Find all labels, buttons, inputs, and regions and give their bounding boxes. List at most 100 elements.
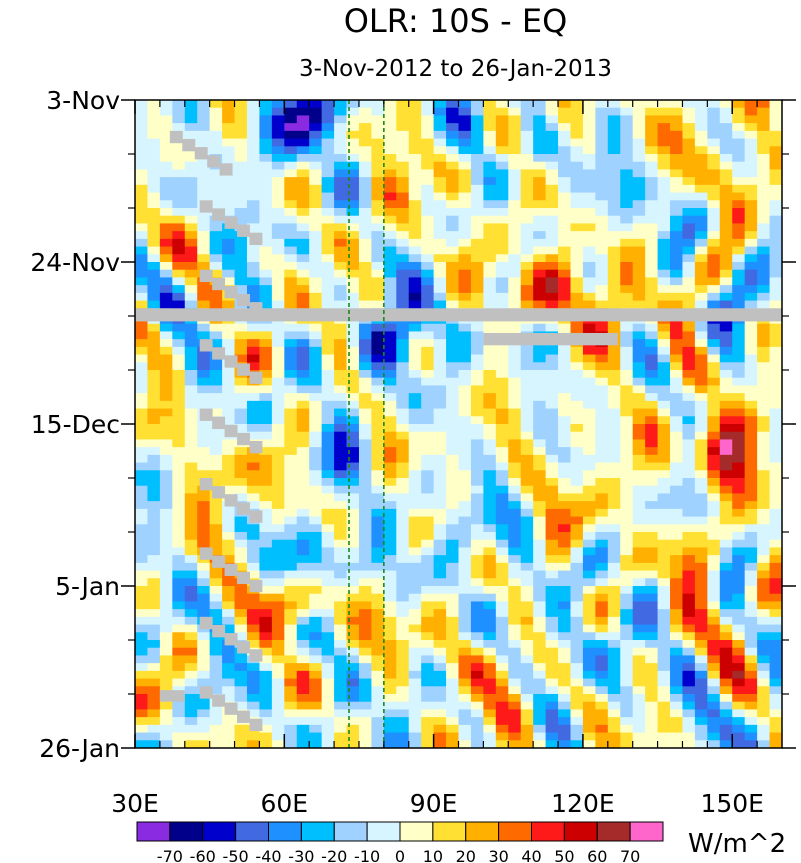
heatmap-cell [645, 555, 659, 564]
heatmap-cell [147, 624, 161, 633]
heatmap-cell [135, 292, 149, 302]
heatmap-cell [744, 478, 758, 487]
heatmap-cell [570, 238, 584, 248]
heatmap-cell [421, 370, 435, 379]
heatmap-cell [284, 539, 298, 549]
heatmap-cell [246, 277, 261, 286]
heatmap-cell [570, 601, 584, 610]
heatmap-cell [744, 724, 758, 734]
heatmap-cell [334, 532, 348, 541]
heatmap-cell [757, 123, 771, 132]
heatmap-cell [147, 647, 161, 657]
colorbar: -70 -60 -50 -40 -30 -20 -10 0 10 20 30 40 50 60 70 [136, 821, 664, 863]
heatmap-cell [309, 385, 323, 394]
heatmap-cell [358, 547, 372, 556]
heatmap-cell [184, 416, 198, 425]
heatmap-cell [446, 647, 460, 657]
heatmap-cell [135, 578, 149, 587]
heatmap-cell [184, 632, 198, 641]
heatmap-cell [284, 277, 298, 286]
heatmap-cell [246, 470, 261, 479]
heatmap-cell [334, 609, 348, 618]
heatmap-cell [769, 154, 782, 163]
heatmap-cell [271, 501, 285, 510]
heatmap-cell [271, 246, 285, 255]
heatmap-cell [458, 678, 472, 687]
heatmap-cell [744, 393, 758, 402]
heatmap-cell [520, 254, 534, 263]
heatmap-cell [719, 454, 733, 464]
heatmap-cell [135, 400, 149, 410]
heatmap-cell [334, 717, 348, 726]
heatmap-cell [558, 478, 572, 487]
heatmap-cell [694, 269, 708, 279]
heatmap-cell [408, 323, 422, 333]
heatmap-cell [296, 601, 310, 610]
heatmap-cell [670, 169, 684, 178]
heatmap-cell [222, 123, 236, 132]
heatmap-cell [184, 732, 198, 741]
heatmap-cell [433, 246, 447, 255]
heatmap-cell [346, 223, 360, 232]
heatmap-cell [309, 161, 323, 171]
heatmap-cell [732, 439, 746, 448]
heatmap-cell [508, 609, 522, 618]
heatmap-cell [184, 454, 198, 464]
heatmap-cell [582, 732, 596, 741]
heatmap-cell [632, 640, 646, 649]
heatmap-cell [296, 647, 310, 657]
heatmap-cell [645, 346, 659, 356]
heatmap-cell [483, 377, 497, 387]
heatmap-cell [470, 238, 484, 248]
heatmap-cell [520, 154, 534, 163]
heatmap-cell [383, 107, 397, 117]
heatmap-cell [533, 694, 547, 703]
heatmap-cell [222, 454, 236, 464]
heatmap-cell [595, 470, 609, 479]
heatmap-cell [147, 146, 161, 155]
heatmap-cell [222, 300, 236, 309]
heatmap-cell [495, 570, 509, 579]
heatmap-cell [458, 539, 472, 549]
heatmap-cell [446, 408, 460, 417]
heatmap-cell [396, 493, 410, 502]
heatmap-cell [520, 586, 534, 595]
heatmap-cell [159, 601, 173, 610]
heatmap-cell [259, 709, 273, 718]
heatmap-cell [632, 408, 646, 417]
heatmap-cell [632, 670, 646, 680]
heatmap-cell [744, 231, 758, 240]
heatmap-cell [234, 192, 248, 201]
colorbar-swatch [465, 821, 500, 842]
heatmap-cell [495, 346, 509, 356]
heatmap-cell [321, 123, 335, 132]
heatmap-cell [707, 123, 721, 132]
heatmap-cell [545, 177, 559, 186]
heatmap-cell [495, 431, 509, 441]
heatmap-cell [657, 439, 671, 448]
heatmap-cell [284, 547, 298, 556]
heatmap-cell [234, 478, 248, 487]
heatmap-cell [446, 169, 460, 178]
heatmap-cell [470, 370, 484, 379]
heatmap-cell [135, 454, 149, 464]
heatmap-cell [632, 277, 646, 286]
heatmap-cell [694, 663, 708, 672]
heatmap-cell [632, 485, 646, 495]
heatmap-cell [197, 439, 211, 448]
heatmap-cell [508, 277, 522, 286]
heatmap-cell [321, 300, 335, 309]
heatmap-cell [421, 177, 435, 186]
heatmap-cell [172, 215, 186, 225]
heatmap-cell [458, 292, 472, 302]
heatmap-cell [209, 370, 223, 379]
heatmap-cell [508, 547, 522, 556]
heatmap-cell [321, 377, 335, 387]
heatmap-cell [396, 393, 410, 402]
heatmap-cell [408, 547, 422, 556]
heatmap-cell [159, 454, 173, 464]
heatmap-cell [670, 215, 684, 225]
heatmap-cell [670, 478, 684, 487]
heatmap-cell [147, 524, 161, 533]
heatmap-cell [682, 107, 696, 117]
